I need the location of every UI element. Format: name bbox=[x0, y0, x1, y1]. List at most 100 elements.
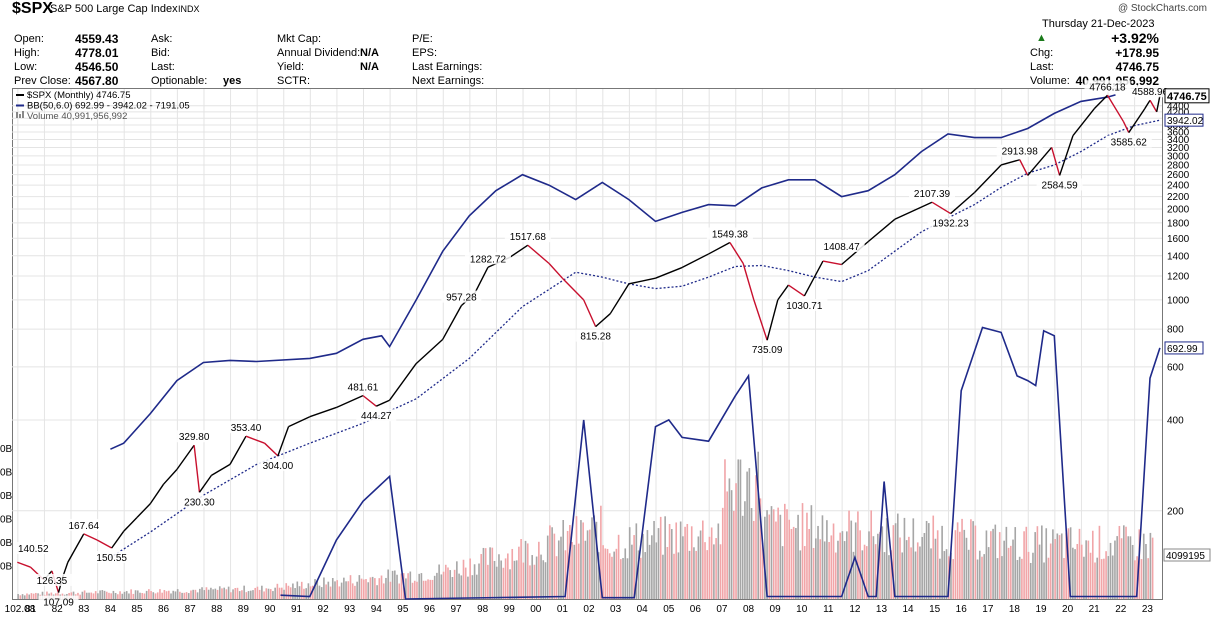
volume-bar bbox=[1047, 557, 1050, 599]
volume-bar bbox=[471, 575, 474, 599]
open-value: 4559.43 bbox=[75, 32, 119, 46]
quote-panel: Open: 4559.43 High: 4778.01 Low: 4546.50… bbox=[0, 18, 1215, 90]
volume-bars bbox=[17, 451, 1154, 599]
volume-bar bbox=[894, 523, 897, 599]
volume-bar bbox=[1107, 556, 1110, 599]
annotation-label: 167.64 bbox=[68, 521, 99, 532]
price-segment bbox=[1106, 94, 1125, 122]
volume-bar bbox=[597, 552, 600, 599]
annotation-bg bbox=[13, 542, 54, 555]
volume-bar bbox=[1078, 528, 1081, 599]
volume-bar bbox=[484, 548, 487, 599]
volume-bar bbox=[475, 574, 478, 599]
price-segment bbox=[136, 503, 151, 518]
volume-bar bbox=[394, 570, 396, 599]
volume-bar bbox=[316, 580, 319, 599]
volume-bar bbox=[396, 574, 398, 599]
volume-bar bbox=[125, 591, 128, 599]
annotation-bg bbox=[91, 550, 132, 563]
volume-bar bbox=[1036, 526, 1039, 599]
optionable-value: yes bbox=[223, 75, 242, 87]
volume-bar bbox=[1049, 543, 1052, 599]
volume-bar bbox=[223, 587, 226, 599]
volume-bar bbox=[735, 483, 737, 599]
volume-bar bbox=[584, 540, 587, 599]
volume-bar bbox=[28, 594, 31, 599]
volume-bar bbox=[99, 590, 101, 599]
volume-bar bbox=[978, 550, 981, 599]
price-segment bbox=[527, 244, 550, 265]
volume-bar bbox=[799, 550, 802, 599]
volume-bar bbox=[551, 527, 553, 599]
volume-bar bbox=[249, 590, 252, 599]
volume-bar bbox=[1116, 536, 1118, 599]
volume-bar bbox=[458, 573, 460, 599]
volume-bar bbox=[859, 530, 861, 599]
volume-bar bbox=[473, 564, 476, 599]
price-segment bbox=[415, 338, 444, 365]
volume-bar bbox=[591, 517, 593, 599]
x-tick-label: 85 bbox=[131, 604, 143, 615]
symbol-name: S&P 500 Large Cap Index bbox=[50, 3, 178, 15]
title-bar: $SPX S&P 500 Large Cap Index INDX @ Stoc… bbox=[0, 0, 1215, 18]
volume-bar bbox=[992, 528, 994, 599]
volume-bar bbox=[761, 542, 764, 599]
volume-bar bbox=[819, 539, 822, 599]
volume-bar bbox=[757, 451, 760, 599]
annotation-label: 4588.96 bbox=[1132, 87, 1169, 98]
volume-bar bbox=[857, 511, 859, 599]
volume-bar bbox=[899, 537, 901, 599]
volume-bar bbox=[179, 591, 181, 599]
price-segment bbox=[176, 444, 195, 470]
volume-bar bbox=[764, 516, 766, 599]
annotation-label: 126.35 bbox=[37, 576, 68, 587]
volume-bar bbox=[241, 590, 243, 599]
price-segment bbox=[974, 164, 1002, 193]
volume-bar bbox=[263, 591, 265, 599]
volume-bar bbox=[1060, 533, 1063, 599]
dividend-value: N/A bbox=[360, 47, 379, 59]
volume-bar bbox=[1041, 525, 1043, 599]
legend-swatch bbox=[16, 112, 18, 118]
volume-bar bbox=[152, 592, 155, 599]
volume-bar bbox=[704, 542, 706, 599]
bid-label: Bid: bbox=[151, 47, 170, 59]
volume-bar bbox=[493, 560, 496, 599]
y-tick-label: 2600 bbox=[1167, 170, 1190, 181]
volume-bar bbox=[170, 593, 172, 599]
price-tag-bb: 3942.02 bbox=[1167, 116, 1204, 127]
x-tick-label: 81 bbox=[25, 604, 37, 615]
price-segment bbox=[1122, 121, 1130, 133]
volume-bar bbox=[422, 580, 425, 599]
volume-bar bbox=[653, 520, 655, 599]
volume-bar bbox=[1105, 551, 1107, 599]
volume-bar bbox=[502, 567, 505, 599]
volume-bar bbox=[405, 578, 407, 599]
volume-bar bbox=[513, 560, 516, 599]
annotation-bg bbox=[1105, 135, 1152, 148]
volume-bar bbox=[1145, 544, 1147, 599]
x-tick-label: 11 bbox=[823, 604, 834, 615]
volume-bar bbox=[362, 579, 365, 599]
volume-bar bbox=[874, 544, 877, 599]
volume-bar bbox=[755, 475, 757, 599]
volume-bar bbox=[247, 591, 250, 599]
volume-bar bbox=[759, 498, 762, 599]
x-tick-label: 82 bbox=[52, 604, 64, 615]
volume-bar bbox=[181, 592, 183, 599]
volume-bar bbox=[482, 547, 485, 599]
volume-bar bbox=[635, 523, 638, 599]
volume-bar bbox=[768, 514, 771, 599]
volume-bar bbox=[19, 595, 22, 599]
volume-bar bbox=[101, 590, 104, 599]
volume-bar bbox=[278, 587, 281, 599]
volume-bar bbox=[956, 522, 959, 599]
volume-bar bbox=[573, 544, 576, 599]
volume-bar bbox=[812, 547, 815, 599]
price-segment bbox=[931, 201, 951, 215]
annotation-bg bbox=[1127, 85, 1174, 98]
volume-bar bbox=[201, 587, 203, 599]
volume-bar bbox=[531, 555, 533, 599]
volume-bar bbox=[385, 577, 387, 599]
volume-bar bbox=[1120, 538, 1123, 599]
